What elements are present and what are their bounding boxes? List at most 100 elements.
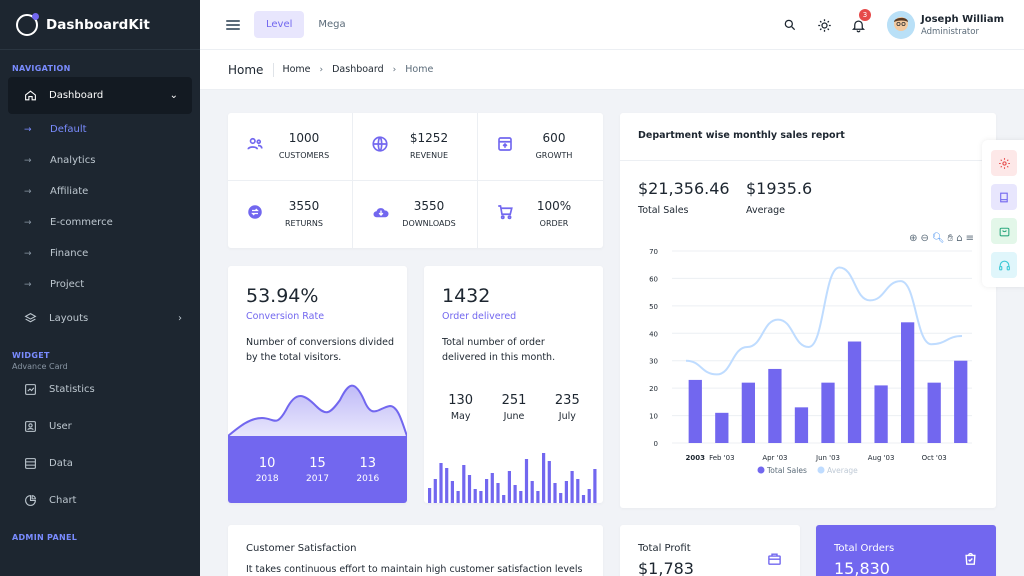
sidebar-item-user[interactable]: User bbox=[0, 408, 200, 445]
widget-subcaption: Advance Card bbox=[12, 362, 68, 371]
year-stat: 10 2018 bbox=[256, 456, 279, 484]
conversion-area-chart bbox=[228, 384, 407, 438]
sidebar-subitem-finance[interactable]: → Finance bbox=[0, 238, 200, 269]
stat-label: REVENUE bbox=[409, 151, 449, 160]
y-tick-label: 40 bbox=[649, 330, 658, 338]
sales-chart: 0 10 20 30 40 50 60 70 2003 Feb '03 Apr '03 Jun '03… bbox=[649, 248, 972, 475]
stat-value: 600 bbox=[542, 131, 566, 145]
mini-bar bbox=[485, 479, 489, 503]
sidebar-subitem-default[interactable]: → Default bbox=[0, 114, 200, 145]
gear-icon[interactable] bbox=[991, 150, 1017, 176]
total-orders-card: Total Orders 15,830 bbox=[816, 525, 996, 576]
admin-caption: ADMIN PANEL bbox=[12, 533, 78, 542]
user-info[interactable]: Joseph William Administrator bbox=[921, 14, 1004, 37]
mini-bar bbox=[456, 491, 460, 503]
mini-bar bbox=[490, 473, 494, 503]
mini-bar bbox=[439, 463, 443, 503]
zoom-selection-icon[interactable]: 🔍︎ bbox=[931, 233, 945, 244]
layers-icon bbox=[22, 312, 38, 325]
users-icon bbox=[246, 135, 266, 155]
sidebar-subitem-analytics[interactable]: → Analytics bbox=[0, 145, 200, 176]
book-icon[interactable] bbox=[991, 184, 1017, 210]
zoom-in-icon[interactable]: ⊕ bbox=[909, 233, 918, 244]
archive-up-icon bbox=[496, 135, 516, 155]
stat-label: RETURNS bbox=[285, 219, 323, 228]
sidebar-item-data[interactable]: Data bbox=[0, 445, 200, 482]
pan-icon[interactable]: ✋︎ bbox=[947, 233, 954, 244]
notification-badge: 3 bbox=[859, 8, 871, 21]
total-sales-value: $21,356.46 bbox=[638, 179, 730, 198]
sidebar-item-label: Data bbox=[49, 458, 73, 469]
legend-marker-total-sales bbox=[757, 466, 765, 474]
search-icon[interactable] bbox=[773, 18, 807, 32]
arrow-right-icon: → bbox=[24, 217, 32, 228]
sidebar-item-label: Dashboard bbox=[49, 90, 104, 101]
y-tick-label: 70 bbox=[649, 248, 658, 256]
arrow-right-icon: → bbox=[24, 186, 32, 197]
headset-icon[interactable] bbox=[991, 252, 1017, 278]
sidebar-subitem-label: E-commerce bbox=[50, 217, 113, 228]
sidebar-item-label: User bbox=[49, 421, 72, 432]
chevron-right-icon: › bbox=[178, 313, 182, 324]
orders-value: 1432 bbox=[442, 285, 491, 307]
month-stat: 251 June bbox=[502, 393, 527, 422]
menu-icon[interactable]: ≡ bbox=[965, 233, 974, 244]
months-row: 130 May 251 June 235 July bbox=[434, 393, 594, 422]
stat-downloads: 3550 DOWNLOADS bbox=[353, 181, 478, 248]
stat-value: 3550 bbox=[288, 199, 320, 213]
sidebar-item-chart[interactable]: Chart bbox=[0, 482, 200, 519]
brand-name: DashboardKit bbox=[46, 16, 150, 33]
mini-bar bbox=[564, 481, 568, 503]
year-stat-label: 2017 bbox=[306, 473, 329, 484]
widget-caption: WIDGET bbox=[12, 351, 50, 360]
total-profit-card: Total Profit $1,783 bbox=[620, 525, 800, 576]
statistics-icon bbox=[22, 383, 38, 396]
brand[interactable]: DashboardKit bbox=[0, 0, 200, 50]
month-stat-value: 251 bbox=[501, 393, 527, 408]
average-label: Average bbox=[746, 205, 786, 216]
total-orders-title: Total Orders bbox=[834, 543, 895, 554]
hamburger-menu-icon[interactable] bbox=[226, 18, 240, 32]
bag-icon[interactable] bbox=[991, 218, 1017, 244]
sidebar-item-dashboard[interactable]: Dashboard ⌄ bbox=[8, 77, 192, 114]
bell-icon[interactable]: 3 bbox=[841, 8, 875, 33]
mini-bar bbox=[581, 495, 586, 503]
sidebar-subitem-ecommerce[interactable]: → E-commerce bbox=[0, 207, 200, 238]
y-tick-label: 60 bbox=[649, 275, 658, 283]
mini-bar bbox=[524, 459, 529, 503]
mini-bar bbox=[507, 471, 511, 503]
pie-chart-icon bbox=[22, 494, 38, 507]
sidebar-subitem-project[interactable]: → Project bbox=[0, 269, 200, 300]
mini-bar bbox=[587, 489, 591, 503]
breadcrumb-item[interactable]: Home bbox=[282, 64, 311, 75]
avatar[interactable] bbox=[887, 11, 915, 39]
mini-bar bbox=[553, 483, 557, 503]
stat-returns: 3550 RETURNS bbox=[228, 181, 353, 248]
sales-bar bbox=[715, 412, 729, 443]
month-stat-value: 130 bbox=[448, 393, 474, 408]
sidebar-subitem-affiliate[interactable]: → Affiliate bbox=[0, 176, 200, 207]
sales-bar bbox=[954, 360, 968, 443]
reset-home-icon[interactable]: ⌂ bbox=[956, 233, 963, 244]
sidebar-item-layouts[interactable]: Layouts › bbox=[0, 300, 200, 337]
chart-toolbar: ⊕ ⊖ 🔍︎ ✋︎ ⌂ ≡ bbox=[909, 233, 974, 244]
header-tab-mega[interactable]: Mega bbox=[318, 19, 346, 30]
user-name: Joseph William bbox=[921, 13, 1004, 25]
mini-bar bbox=[547, 461, 551, 503]
sun-icon[interactable] bbox=[807, 18, 841, 33]
conversion-label: Conversion Rate bbox=[246, 311, 325, 322]
sidebar-item-label: Chart bbox=[49, 495, 77, 506]
y-tick-label: 30 bbox=[649, 358, 658, 366]
sales-report-card: Department wise monthly sales report $21… bbox=[620, 113, 996, 508]
legend-label: Total Sales bbox=[766, 466, 807, 475]
orders-mini-bar-chart bbox=[428, 453, 597, 503]
chevron-down-icon: ⌄ bbox=[169, 90, 178, 101]
mini-bar bbox=[576, 479, 580, 503]
sidebar-item-statistics[interactable]: Statistics bbox=[0, 371, 200, 408]
stat-label: ORDER bbox=[539, 219, 569, 228]
breadcrumb-item[interactable]: Dashboard bbox=[332, 64, 384, 75]
mini-bar bbox=[473, 489, 477, 503]
total-sales-label: Total Sales bbox=[638, 205, 689, 216]
header-tab-level[interactable]: Level bbox=[254, 11, 305, 38]
zoom-out-icon[interactable]: ⊖ bbox=[920, 233, 929, 244]
